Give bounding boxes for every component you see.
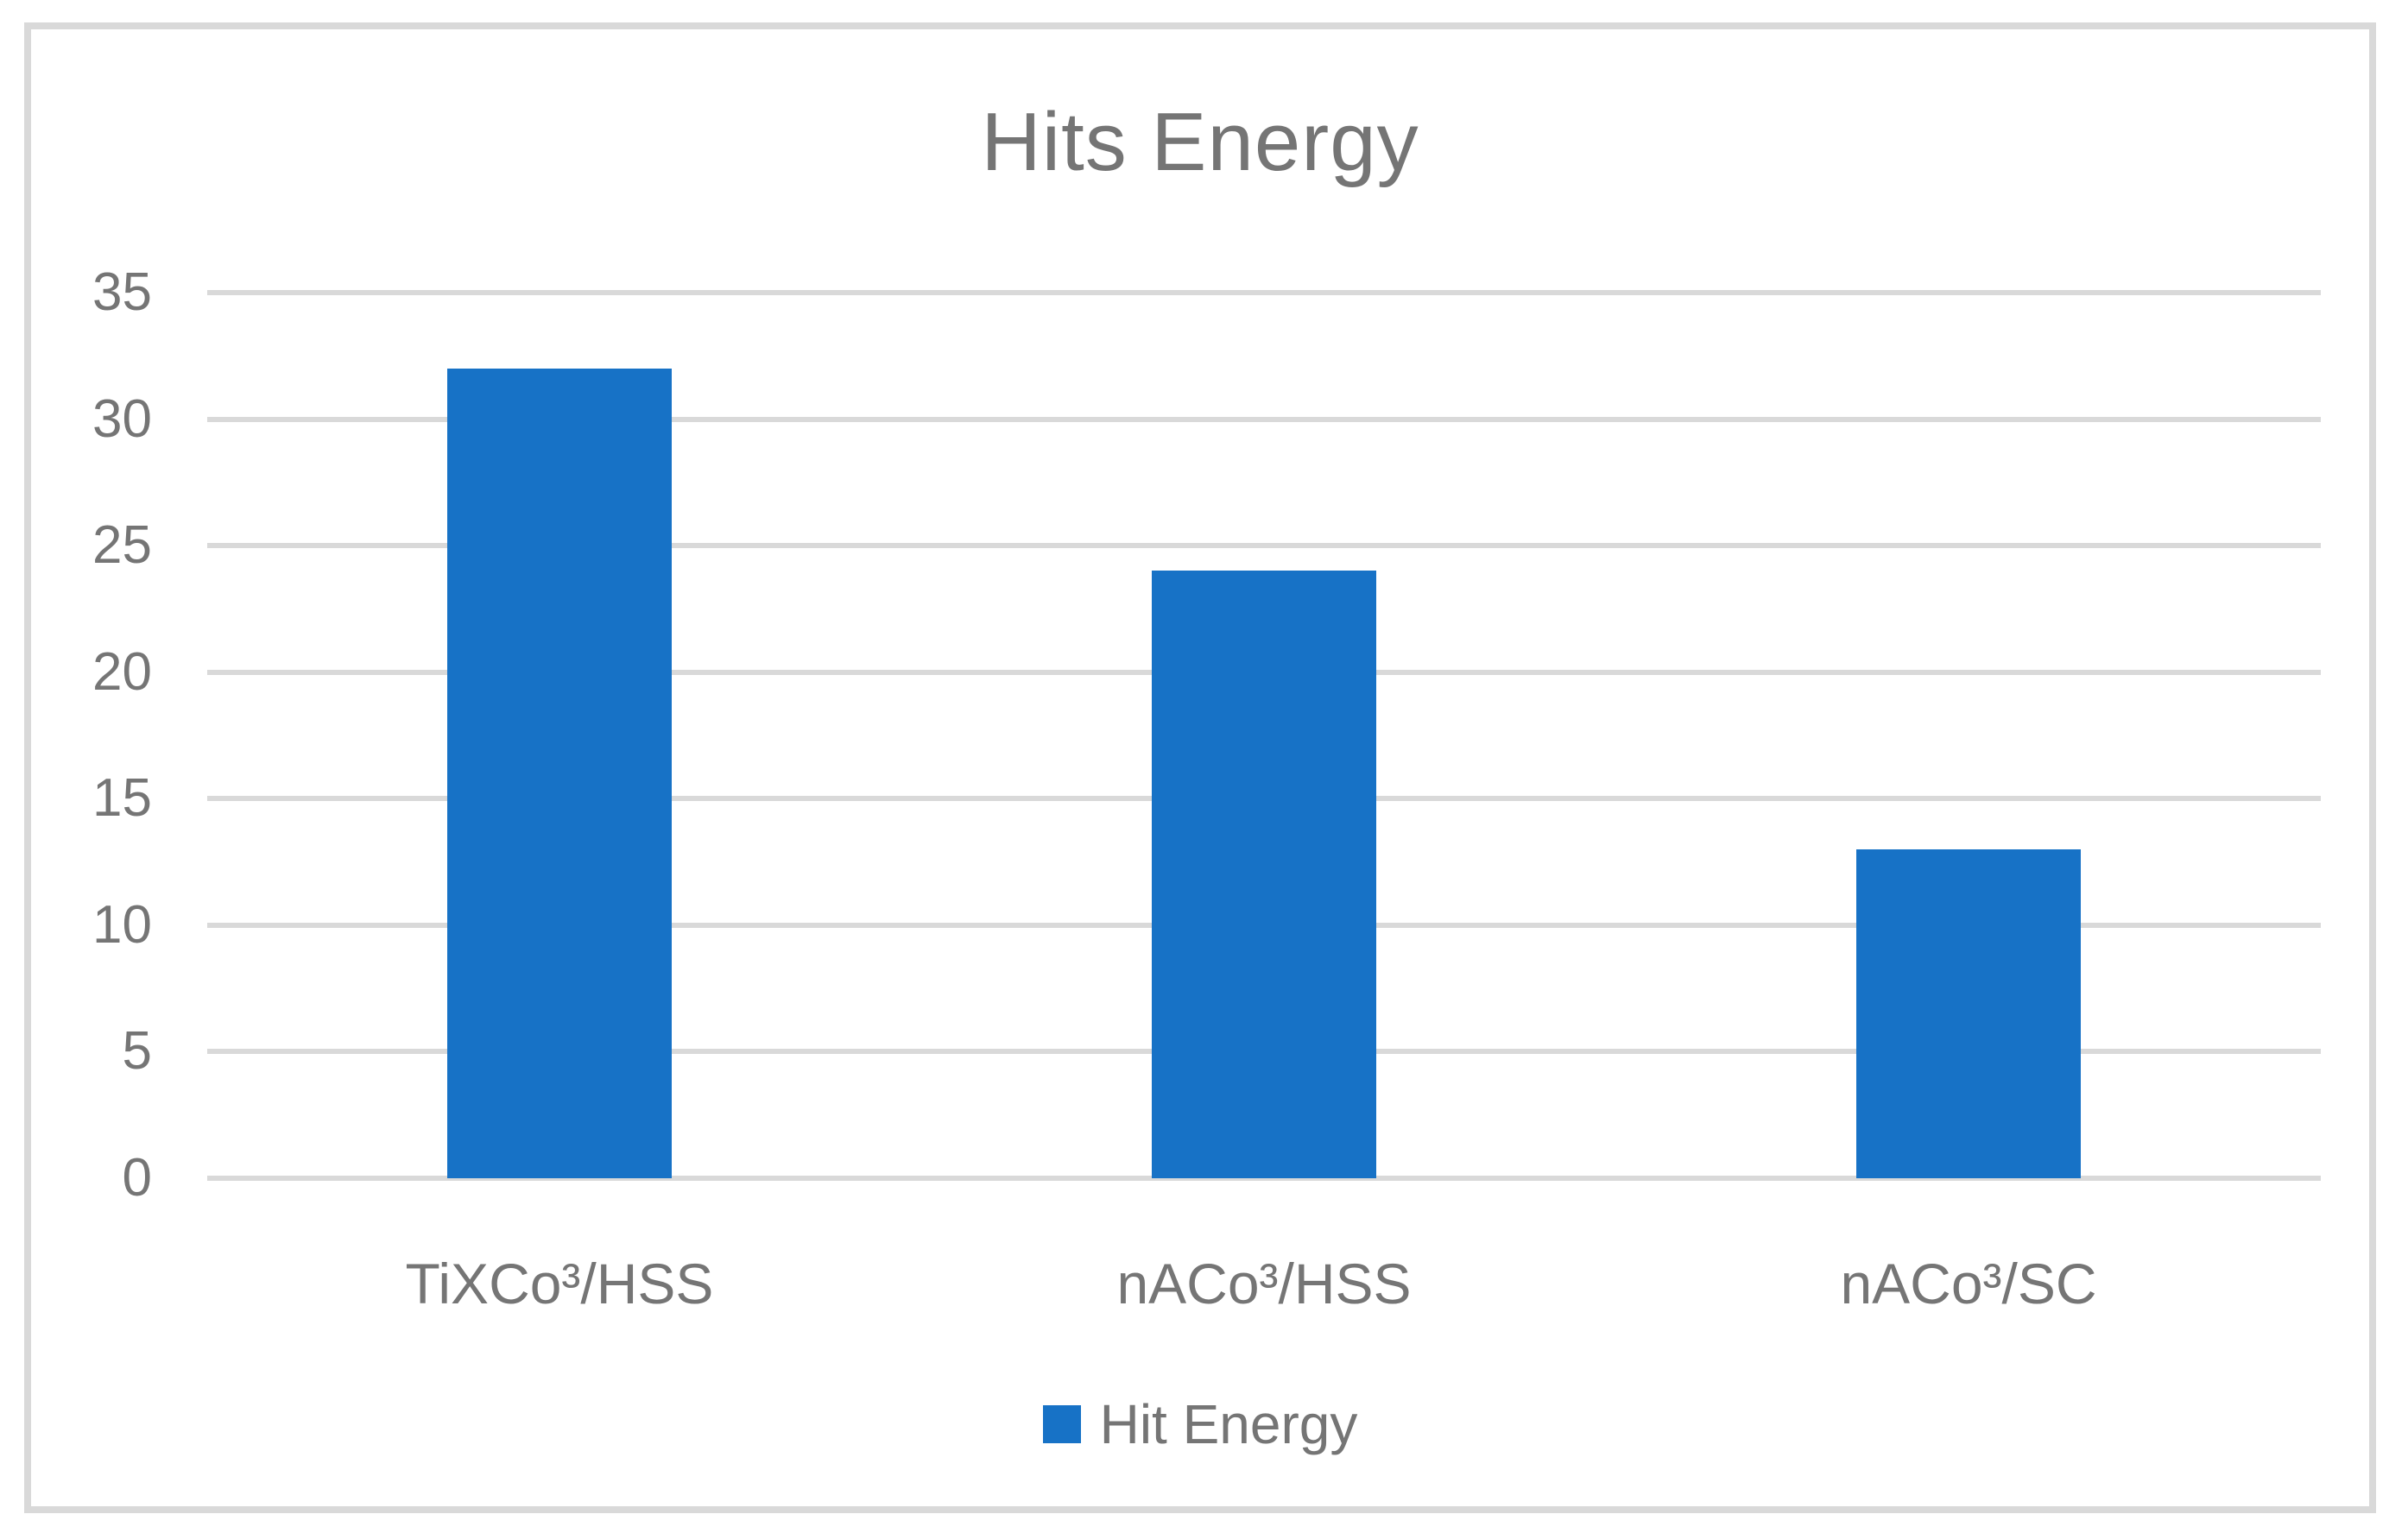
gridline	[207, 543, 2321, 549]
y-axis: 0 5 10 15 20 25 30 35	[31, 262, 152, 1208]
y-axis-tick-label: 0	[122, 1148, 152, 1208]
y-axis-tick-label: 35	[92, 262, 152, 322]
plot-area	[207, 290, 2321, 1181]
x-axis-category-label: nACo³/HSS	[1116, 1252, 1412, 1315]
bar[interactable]	[1856, 849, 2081, 1178]
axis-baseline	[207, 1176, 2321, 1181]
x-axis: TiXCo³/HSS nACo³/HSS nACo³/SC	[207, 1240, 2321, 1327]
bar[interactable]	[1152, 571, 1376, 1178]
y-axis-tick-label: 25	[92, 515, 152, 576]
x-axis-category-label: nACo³/SC	[1840, 1252, 2097, 1315]
chart-title: Hits Energy	[981, 96, 1419, 188]
gridline	[207, 290, 2321, 295]
gridline	[207, 416, 2321, 422]
y-axis-tick-label: 15	[92, 768, 152, 829]
bar[interactable]	[447, 369, 672, 1178]
x-axis-category-label: TiXCo³/HSS	[405, 1252, 714, 1315]
y-axis-tick-label: 30	[92, 388, 152, 449]
chart-frame: Hits Energy 0 5 10 15 20 25 30 35 TiXCo³/HSS nAC…	[24, 22, 2376, 1513]
y-axis-tick-label: 20	[92, 641, 152, 702]
legend[interactable]: Hit Energy	[31, 1381, 2369, 1467]
legend-label: Hit Energy	[1099, 1393, 1358, 1455]
y-axis-tick-label: 5	[122, 1021, 152, 1082]
y-axis-tick-label: 10	[92, 894, 152, 955]
legend-color-swatch	[1042, 1405, 1081, 1443]
